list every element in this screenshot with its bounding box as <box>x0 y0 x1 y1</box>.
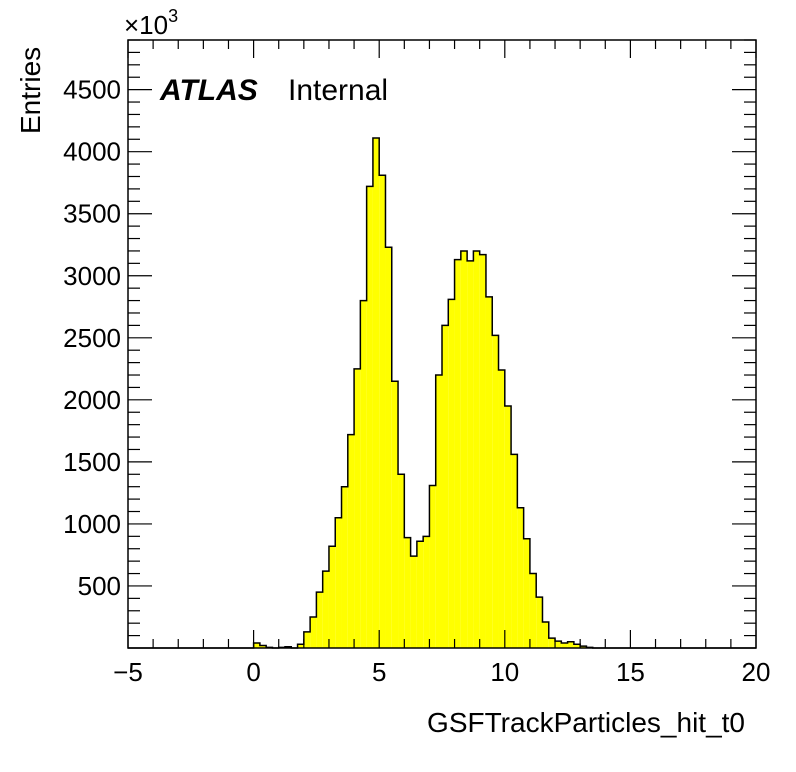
y-scale-factor: ×103 <box>124 6 178 40</box>
x-tick-label: 20 <box>742 657 771 687</box>
x-tick-label: 5 <box>372 657 386 687</box>
histogram-bin <box>561 643 568 648</box>
histogram-bin <box>416 541 424 648</box>
histogram-bin <box>448 299 455 648</box>
y-tick-label: 2500 <box>63 323 121 353</box>
histogram-bin <box>322 571 329 648</box>
x-tick-label: 0 <box>246 657 260 687</box>
histogram-bin <box>341 486 348 648</box>
histogram-bin <box>467 260 474 648</box>
x-tick-label: −5 <box>113 657 143 687</box>
histogram-bin <box>303 631 311 648</box>
histogram-bin <box>372 138 380 649</box>
y-tick-label: 3500 <box>63 199 121 229</box>
histogram-bin <box>398 474 405 648</box>
y-tick-label: 4500 <box>63 75 121 105</box>
histogram-bin <box>504 406 512 648</box>
histogram-bin <box>567 641 574 648</box>
histogram-bin <box>523 538 530 648</box>
histogram-bin <box>354 368 361 648</box>
histogram-bars <box>128 137 756 649</box>
histogram-bin <box>555 641 562 648</box>
histogram-bin <box>517 507 524 648</box>
y-tick-label: 1500 <box>63 447 121 477</box>
histogram-bin <box>366 186 373 648</box>
histogram-bin <box>442 325 449 648</box>
histogram-bin <box>485 296 493 648</box>
histogram-bin <box>310 616 317 648</box>
histogram-bin <box>542 621 549 648</box>
histogram-bin <box>536 597 543 648</box>
y-tick-label: 2000 <box>63 385 121 415</box>
plot-frame <box>127 39 757 649</box>
y-axis-title: Entries <box>15 47 46 134</box>
histogram-bin <box>492 335 499 648</box>
histogram-bin <box>529 573 537 648</box>
histogram-bin <box>580 646 587 648</box>
histogram-bin <box>548 638 556 648</box>
histogram-bin <box>385 247 392 649</box>
histogram-bin <box>573 644 581 648</box>
histogram-bin <box>435 375 442 648</box>
histogram-bin <box>410 556 417 648</box>
y-tick-labels: 500 1000 1500 2000 2500 3000 3500 4000 4500 <box>63 75 121 601</box>
y-tick-label: 3000 <box>63 261 121 291</box>
y-tick-label: 1000 <box>63 509 121 539</box>
x-axis-title: GSFTrackParticles_hit_t0 <box>427 707 745 738</box>
histogram-bin <box>460 250 468 648</box>
histogram-bin <box>454 259 461 648</box>
histogram-bin <box>391 381 399 648</box>
y-tick-label: 4000 <box>63 137 121 167</box>
y-scale-prefix: ×10 <box>124 10 168 40</box>
histogram-bin <box>253 643 260 648</box>
histogram-bin <box>316 592 323 648</box>
atlas-label: ATLAS <box>159 74 258 107</box>
histogram-bin <box>335 517 342 648</box>
histogram-bin <box>259 645 267 648</box>
histogram-bin <box>473 250 480 648</box>
histogram-bin <box>511 454 518 648</box>
internal-label: Internal <box>288 74 388 107</box>
y-scale-exponent: 3 <box>168 6 178 26</box>
histogram-bin <box>328 546 336 648</box>
y-tick-label: 500 <box>78 571 121 601</box>
histogram-bin <box>360 300 367 648</box>
x-tick-label: 15 <box>616 657 645 687</box>
x-tick-label: 10 <box>490 657 519 687</box>
histogram-bin <box>379 175 386 649</box>
histogram-bin <box>404 537 411 648</box>
histogram-bin <box>347 434 355 648</box>
histogram-bin <box>479 254 486 648</box>
axis-ticks <box>127 39 757 648</box>
histogram-bin <box>423 536 430 648</box>
histogram-bin <box>297 644 304 648</box>
histogram-bin <box>429 485 436 648</box>
histogram-bin <box>498 370 505 648</box>
x-tick-labels: −5 0 5 10 15 20 <box>113 657 770 687</box>
